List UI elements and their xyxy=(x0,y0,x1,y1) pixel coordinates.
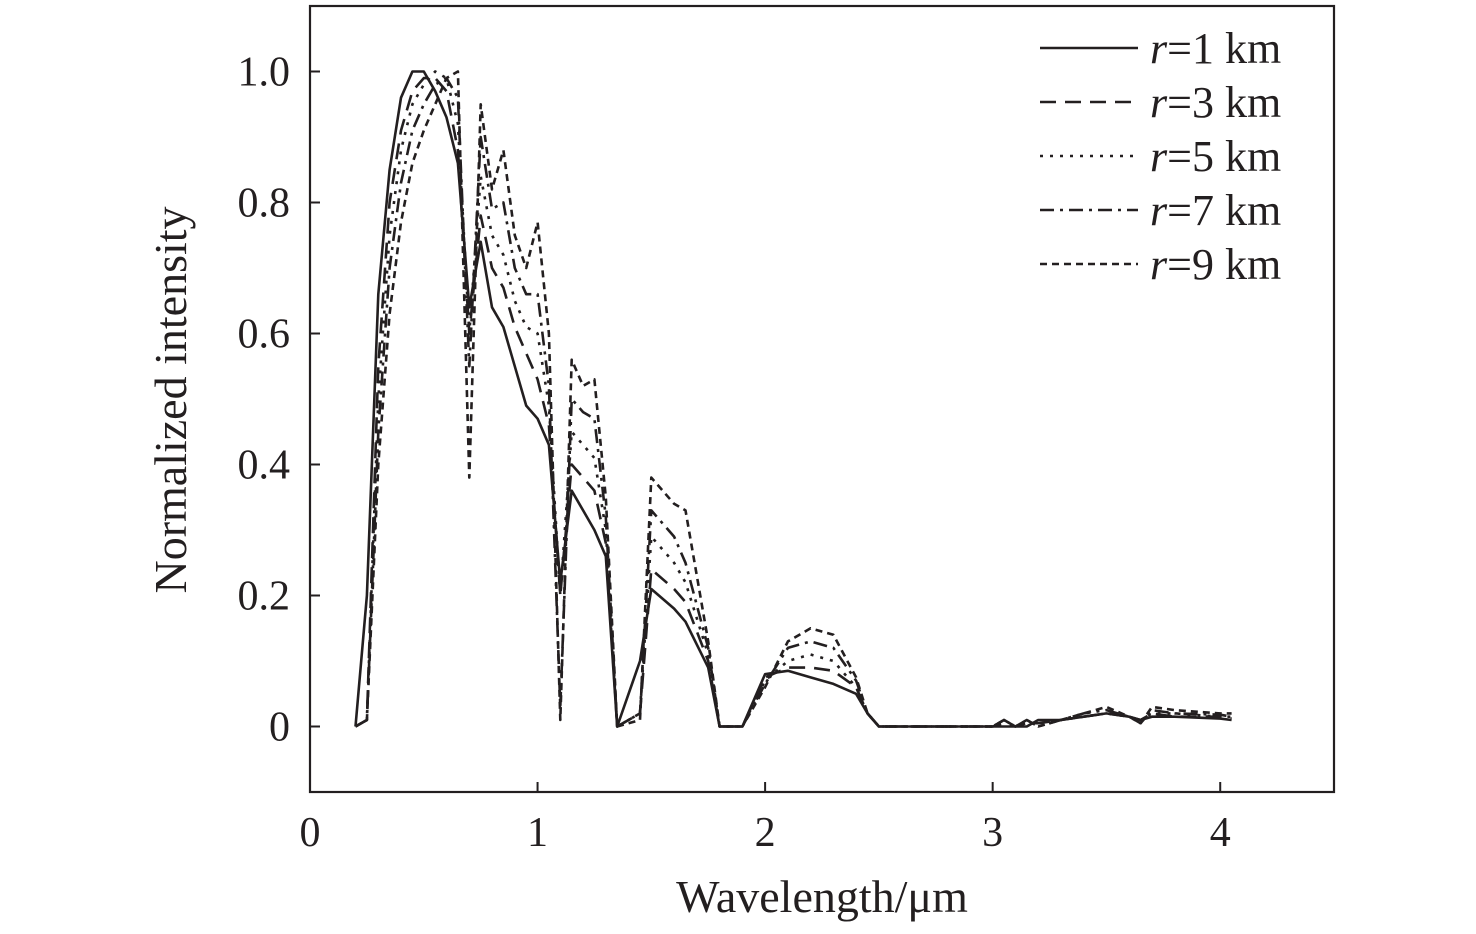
legend-label-5: r=9 km xyxy=(1150,240,1281,289)
x-tick-label: 2 xyxy=(755,810,776,856)
plot-series xyxy=(354,70,1232,728)
x-tick-label: 0 xyxy=(300,810,321,856)
y-tick-label: 0.2 xyxy=(238,574,291,620)
legend-label-4: r=7 km xyxy=(1150,186,1281,235)
axes: 0 1 2 3 4 0 0.2 0.4 0.6 0.8 1.0 xyxy=(238,4,1336,856)
y-tick-label: 0.6 xyxy=(238,312,291,358)
y-tick-label: 1.0 xyxy=(238,50,291,96)
legend-label-3: r=5 km xyxy=(1150,132,1281,181)
series-line-5 xyxy=(354,70,1232,728)
y-tick-label: 0.8 xyxy=(238,181,291,227)
x-tick-label: 4 xyxy=(1210,810,1231,856)
series-line-2 xyxy=(354,76,1232,728)
y-tick-label: 0.4 xyxy=(238,443,291,489)
series-line-4 xyxy=(354,76,1232,728)
legend-label-2: r=3 km xyxy=(1150,78,1281,127)
legend: r=1 km r=3 km r=5 km r=7 km r=9 km xyxy=(1040,24,1281,289)
y-axis-title: Normalized intensity xyxy=(145,206,196,593)
y-tick-label: 0 xyxy=(269,705,290,751)
plot-frame xyxy=(308,4,1336,794)
x-axis-title: Wavelength/μm xyxy=(676,871,968,922)
x-tick-label: 1 xyxy=(527,810,548,856)
x-tick-label: 3 xyxy=(982,810,1003,856)
legend-label-1: r=1 km xyxy=(1150,24,1281,73)
